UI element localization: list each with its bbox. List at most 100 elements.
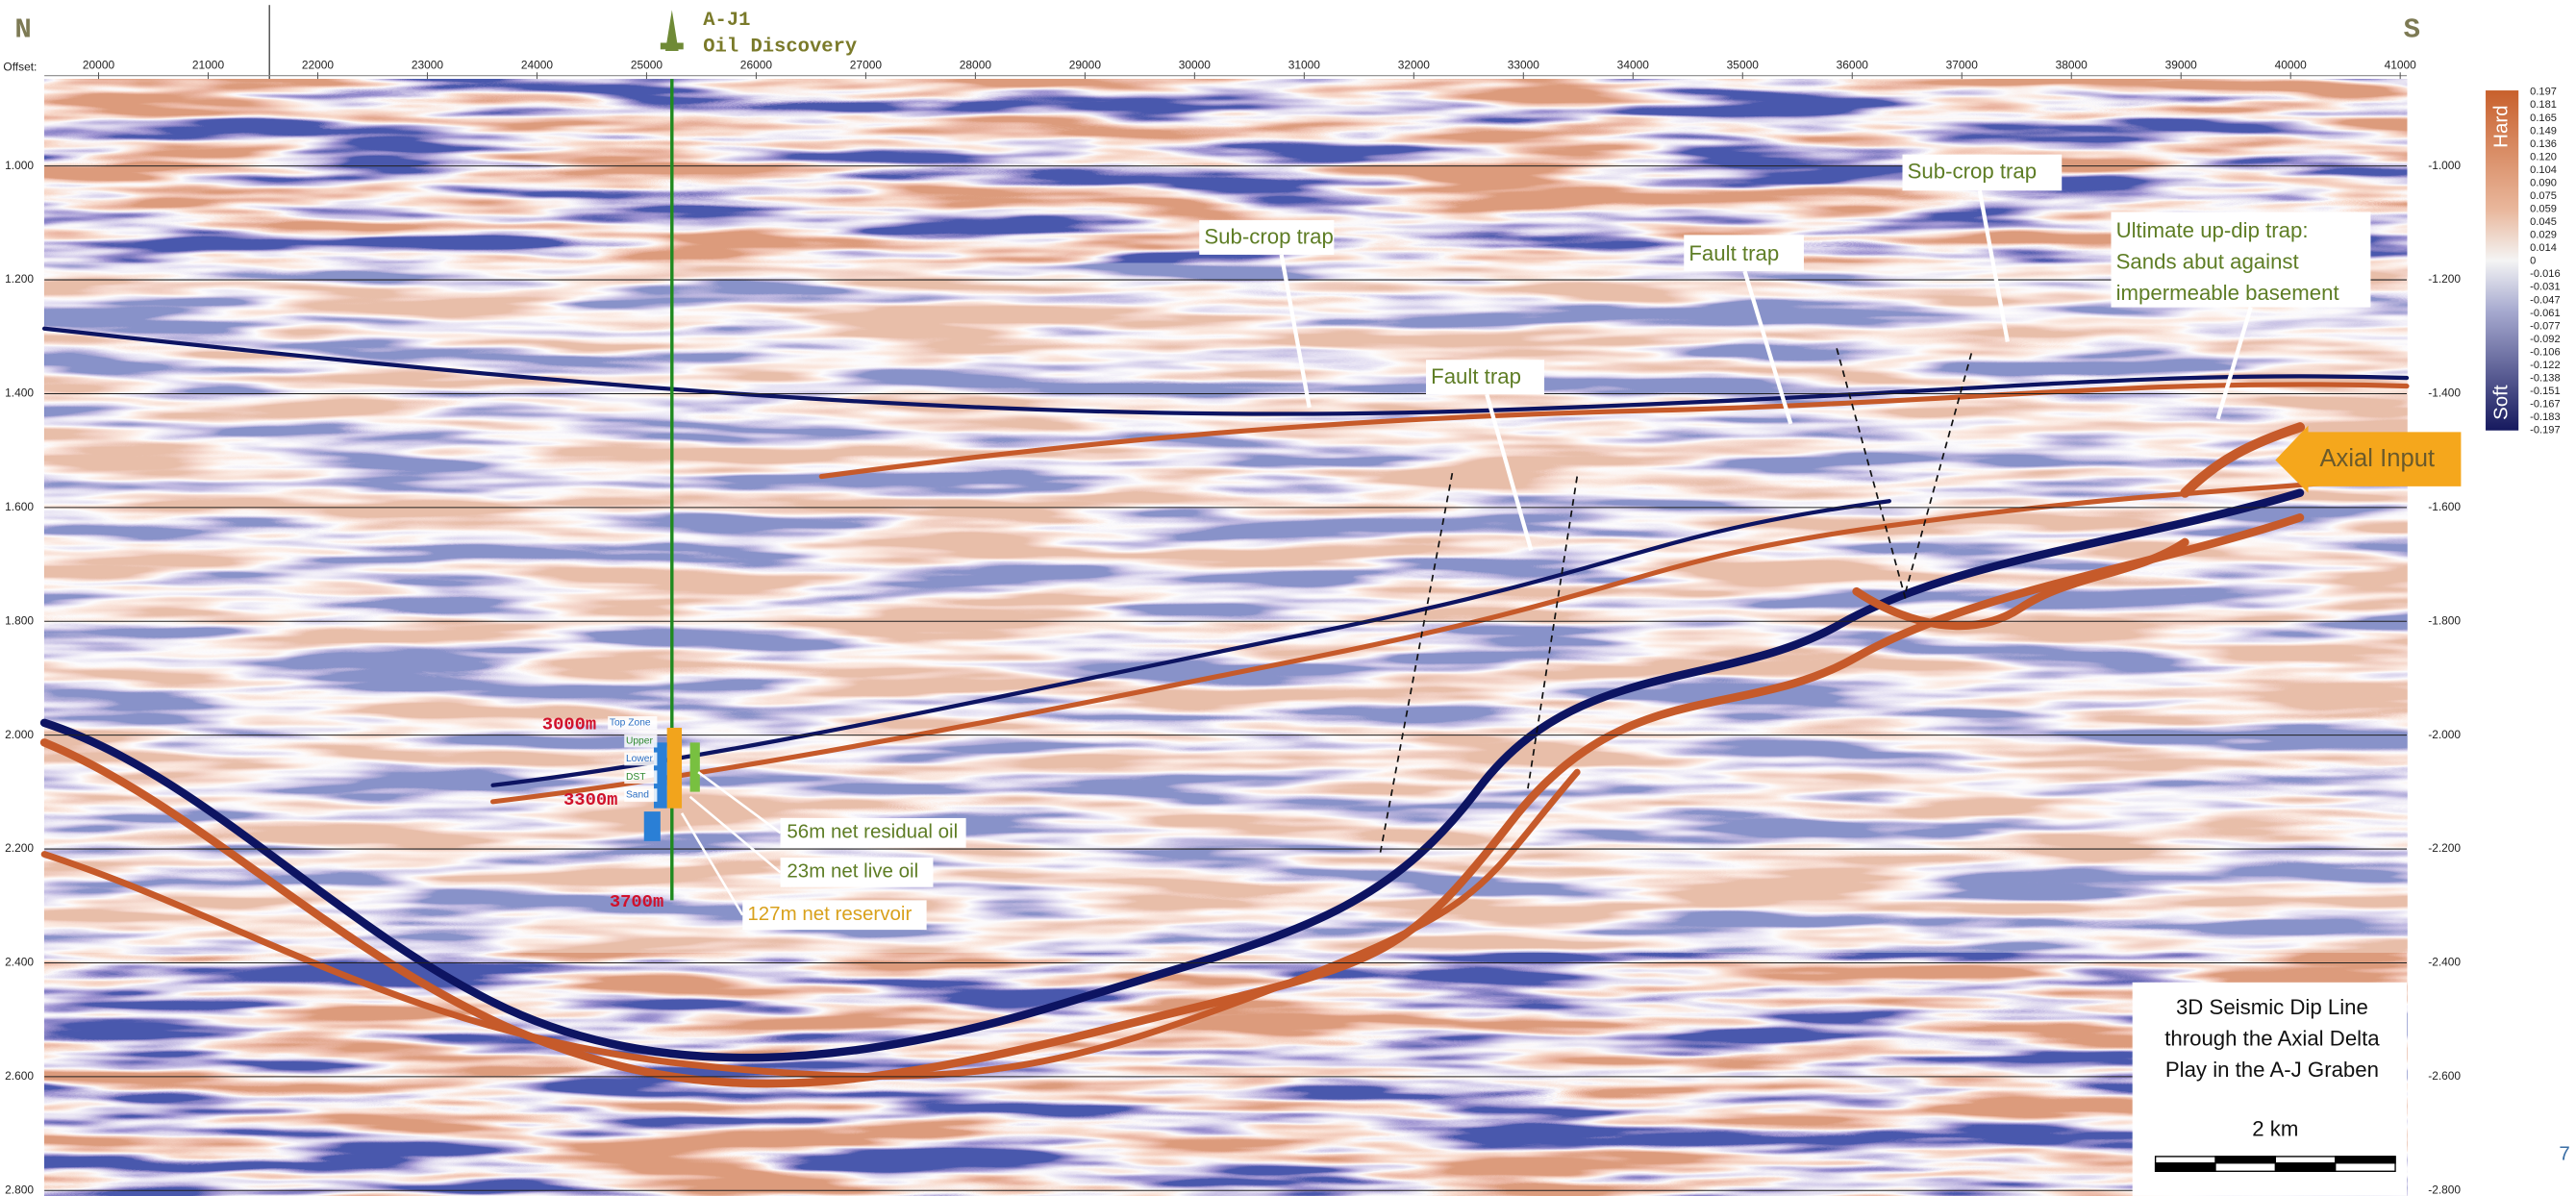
caption-line: 3D Seismic Dip Line <box>2176 995 2368 1019</box>
time-tick-label: -2.800 <box>2428 1183 2461 1196</box>
reservoir-bar <box>666 727 683 809</box>
callout: 56m net residual oil <box>787 821 958 843</box>
colorbar-label: -0.047 <box>2530 294 2560 306</box>
zone-label: Upper <box>626 735 654 746</box>
fault-lines <box>1379 348 1973 855</box>
colorbar-label: 0 <box>2530 256 2536 267</box>
time-tick-label: -2.000 <box>2428 728 2461 741</box>
derrick-icon <box>660 10 684 52</box>
colorbar-label: -0.106 <box>2530 346 2560 358</box>
colorbar-label: 0.197 <box>2530 87 2557 98</box>
scale-bar <box>2154 1156 2396 1172</box>
offset-tick-label: 33000 <box>1508 59 1540 72</box>
callout: 23m net live oil <box>787 860 918 883</box>
colorbar-label: 0.059 <box>2530 204 2557 215</box>
depth-label: 3700m <box>610 891 663 912</box>
colorbar-label: -0.197 <box>2530 425 2560 436</box>
colorbar-label: -0.167 <box>2530 399 2560 411</box>
colorbar-label: -0.138 <box>2530 373 2560 385</box>
time-tick-label: 2.000 <box>5 728 34 741</box>
colorbar-label: 0.136 <box>2530 138 2557 150</box>
offset-tick-label: 26000 <box>740 59 773 72</box>
offset-tick-label: 23000 <box>412 59 444 72</box>
trap-label: Fault trap <box>1688 241 1779 265</box>
colorbar-label: 0.165 <box>2530 112 2557 124</box>
trap-box <box>1684 235 1804 271</box>
colorbar-label: 0.149 <box>2530 125 2557 137</box>
zone-label: DST <box>626 772 646 783</box>
colorbar-label: 0.014 <box>2530 242 2557 254</box>
well-name: A-J1 <box>703 10 750 32</box>
offset-tick-label: 30000 <box>1179 59 1212 72</box>
callout-box <box>742 900 927 931</box>
offset-tick-label: 32000 <box>1398 59 1431 72</box>
zone-tag <box>624 734 658 748</box>
offset-tick-label: 24000 <box>521 59 554 72</box>
offset-tick-label: 35000 <box>1727 59 1760 72</box>
dst-bar <box>689 742 700 792</box>
page-number: 7 <box>2559 1143 2569 1165</box>
time-tick-label: 1.800 <box>5 613 34 627</box>
callout-box <box>780 817 966 848</box>
offset-tick-label: 37000 <box>1946 59 1979 72</box>
trap-box <box>1902 154 2063 191</box>
colorbar <box>2486 90 2519 431</box>
caption-line: through the Axial Delta <box>2164 1026 2380 1050</box>
zone-label: Sand <box>626 790 649 801</box>
colorbar-label: 0.075 <box>2530 190 2557 202</box>
colorbar-label: 0.120 <box>2530 151 2557 162</box>
colorbar-label: 0.104 <box>2530 164 2557 176</box>
time-tick-label: -1.600 <box>2428 500 2461 513</box>
trap-label: Fault trap <box>1431 364 1521 388</box>
time-tick-label: 1.000 <box>5 159 34 172</box>
offset-tick-label: 21000 <box>192 59 225 72</box>
seismic-section <box>39 79 2410 1196</box>
zone-tag <box>608 716 658 730</box>
callout-leaders <box>680 771 782 916</box>
time-tick-label: -1.800 <box>2428 613 2461 627</box>
colorbar-label: -0.031 <box>2530 282 2560 293</box>
depth-label: 3000m <box>542 714 596 735</box>
offset-tick-label: 22000 <box>302 59 335 72</box>
caption-line: Play in the A-J Graben <box>2165 1058 2379 1082</box>
colorbar-label: 0.181 <box>2530 99 2557 111</box>
time-tick-label: -1.400 <box>2428 386 2461 400</box>
time-tick-label: 1.600 <box>5 500 34 513</box>
trap-box <box>2111 212 2371 308</box>
offset-tick-label: 38000 <box>2056 59 2088 72</box>
offset-tick-label: 34000 <box>1617 59 1650 72</box>
depth-label: 3300m <box>563 789 617 810</box>
trap-label: Sub-crop trap <box>1204 225 1334 249</box>
colorbar-label: 0.045 <box>2530 216 2557 228</box>
offset-tick-label: 31000 <box>1288 59 1321 72</box>
trap-leaders <box>1279 189 2253 552</box>
zone-label: Top Zone <box>610 718 651 729</box>
zone-tag <box>624 770 658 785</box>
time-tick-label: -2.600 <box>2428 1069 2461 1083</box>
time-tick-label: 2.600 <box>5 1069 34 1083</box>
time-tick-label: 1.200 <box>5 272 34 286</box>
axial-input-label: Axial Input <box>2319 445 2435 472</box>
offset-tick-label: 28000 <box>960 59 992 72</box>
trap-label: Sub-crop trap <box>1908 159 2038 183</box>
test-marker <box>643 811 661 841</box>
offset-tick-label: 36000 <box>1837 59 1869 72</box>
offset-tick-label: 40000 <box>2275 59 2308 72</box>
zone-label: Lower <box>626 754 654 764</box>
offset-tick-label: 41000 <box>2385 59 2417 72</box>
time-grid: 1.000 -1.000 1.200 -1.200 1.400 -1.400 1.600 -1… <box>5 159 2461 1196</box>
callout: 127m net reservoir <box>747 903 912 925</box>
offset-tick-label: 39000 <box>2165 59 2198 72</box>
offset-tick-label: 29000 <box>1069 59 1102 72</box>
trap-box <box>1199 220 1335 255</box>
north-label: N <box>14 14 31 46</box>
colorbar-label: 0.029 <box>2530 230 2557 241</box>
offset-tick-label: 27000 <box>850 59 883 72</box>
trap-label: Ultimate up-dip trap: <box>2116 218 2309 242</box>
trap-label: Sands abut against <box>2116 249 2299 273</box>
offset-tick-label: 20000 <box>83 59 115 72</box>
well-title: Oil Discovery <box>703 36 857 58</box>
time-tick-label: -2.400 <box>2428 956 2461 969</box>
south-label: S <box>2404 14 2420 46</box>
